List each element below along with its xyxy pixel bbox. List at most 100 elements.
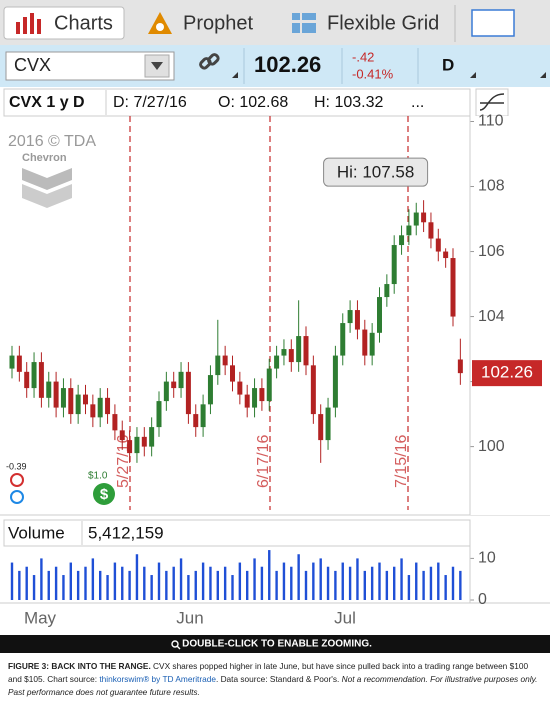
caption-body: CVX shares popped higher in late June, b… <box>8 661 529 684</box>
volume-bar <box>18 570 21 600</box>
header-date: D: 7/27/16 <box>113 94 187 111</box>
volume-bar <box>253 558 256 600</box>
candle-body <box>127 440 133 454</box>
volume-bar <box>451 566 455 600</box>
candle-body <box>406 225 412 236</box>
candle-body <box>185 371 191 415</box>
volume-bar <box>422 570 425 600</box>
volume-bar <box>231 575 234 600</box>
volume-bar <box>246 570 249 600</box>
net-change: -.42 <box>352 49 374 64</box>
header-open: O: 102.68 <box>218 94 288 111</box>
candle-body <box>428 222 434 239</box>
volume-bar <box>334 570 337 600</box>
candle-body <box>318 414 324 441</box>
tab-label[interactable]: Charts <box>54 12 113 34</box>
candle-body <box>435 238 441 252</box>
zoom-bar <box>0 635 550 653</box>
zoom-icon <box>171 640 179 648</box>
grid-icon <box>292 13 300 20</box>
candle-body <box>377 297 382 333</box>
corner-arrow <box>232 72 238 78</box>
price-marker-label: 102.26 <box>481 363 533 382</box>
candle-body <box>9 355 15 369</box>
candle-body <box>119 430 125 441</box>
zoom-hint: DOUBLE-CLICK TO ENABLE ZOOMING. <box>182 639 372 650</box>
volume-tick-label: 10 <box>478 550 496 567</box>
candle-body <box>443 251 449 259</box>
logo <box>22 184 72 208</box>
caption-source[interactable]: thinkorswim® by TD Ameritrade <box>99 674 216 684</box>
logo-text: Chevron <box>22 152 67 164</box>
candle-body <box>215 355 221 376</box>
volume-bar <box>25 566 28 600</box>
candle-body <box>46 381 52 398</box>
event-label: 6/17/16 <box>255 435 272 488</box>
candle-body <box>413 212 419 226</box>
volume-bar <box>444 575 447 600</box>
link-icon[interactable] <box>199 53 220 70</box>
grid-icon <box>302 23 316 33</box>
candle-body <box>252 388 258 408</box>
aggregation[interactable]: D <box>442 55 454 74</box>
volume-bar <box>282 562 286 600</box>
candle-body <box>391 245 397 285</box>
candle-body <box>296 336 302 363</box>
candle-body <box>450 258 456 317</box>
volume-bar <box>69 562 72 600</box>
volume-bar <box>91 558 95 600</box>
tab-label[interactable]: Prophet <box>183 12 253 34</box>
chart-title: CVX 1 y D <box>9 94 85 111</box>
volume-bar <box>363 570 366 600</box>
caption-disclaimer: Not a recommendation. For illustrative p… <box>8 674 538 697</box>
corner-arrow <box>540 72 546 78</box>
volume-bar <box>415 562 418 600</box>
event-icon[interactable] <box>10 490 24 504</box>
price-marker <box>472 360 542 387</box>
candle-body <box>222 355 228 366</box>
volume-bar <box>437 562 440 600</box>
symbol[interactable]: CVX <box>14 55 51 75</box>
tab-label[interactable]: Flexible Grid <box>327 12 439 34</box>
volume-bar <box>297 554 300 600</box>
candle-body <box>266 368 272 402</box>
volume-bar <box>385 570 389 600</box>
chart-panel <box>0 88 550 516</box>
candle-body <box>369 332 375 356</box>
volume-bar <box>121 566 124 600</box>
y-tick-label: 106 <box>478 243 505 260</box>
grid-icon <box>302 13 316 20</box>
logo <box>22 168 72 190</box>
watermark: 2016 © TDA <box>8 133 96 150</box>
volume-bar <box>348 566 352 600</box>
candle-body <box>156 401 162 428</box>
volume-bar <box>393 566 396 600</box>
layout-button[interactable] <box>471 9 515 37</box>
candle-body <box>259 388 265 402</box>
dividend-icon[interactable] <box>93 483 115 505</box>
screen: Charts Prophet Flexible Grid CVX 102.26 … <box>0 0 550 653</box>
candle-body <box>134 436 140 454</box>
event-icon[interactable] <box>10 473 24 487</box>
volume-bar <box>216 570 219 600</box>
volume-header <box>3 519 471 547</box>
volume-bar <box>179 558 183 600</box>
x-tick-label: Jul <box>334 608 356 627</box>
zoom-icon <box>176 645 181 650</box>
candle-body <box>112 414 118 431</box>
volume-bar <box>378 562 381 600</box>
candle-body <box>347 310 353 324</box>
x-tick-label: May <box>24 608 57 627</box>
dividend-symbol: $ <box>100 486 109 503</box>
candle-body <box>244 394 250 408</box>
y-tick-label: 100 <box>478 438 505 455</box>
volume-bar <box>370 566 374 600</box>
candle-body <box>200 404 206 428</box>
y-tick-label: 108 <box>478 178 505 195</box>
volume-bar <box>238 562 242 600</box>
candle-body <box>384 284 390 298</box>
candle-body <box>332 355 338 408</box>
caption: FIGURE 3: BACK INTO THE RANGE. CVX share… <box>8 660 544 699</box>
volume-bar <box>47 570 50 600</box>
